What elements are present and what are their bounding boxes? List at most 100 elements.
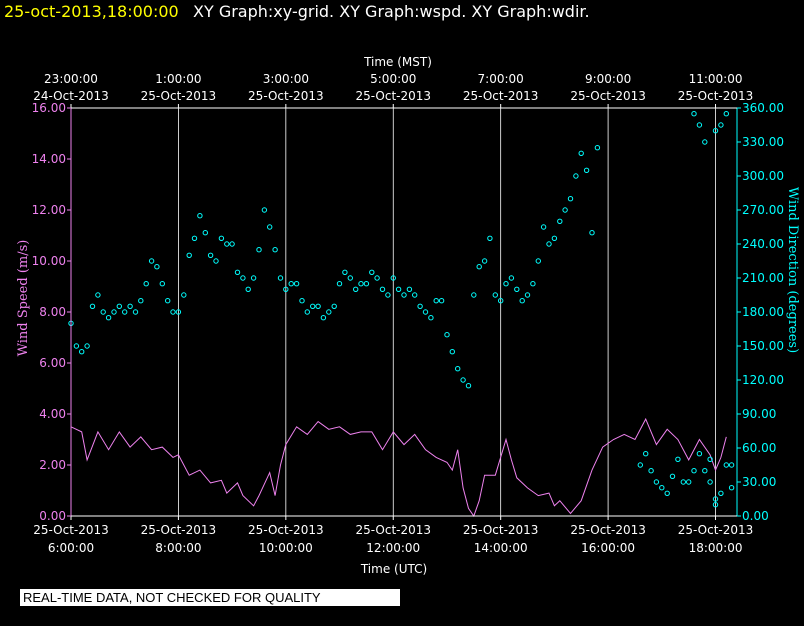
wind-direction-point	[546, 241, 552, 247]
wind-direction-point	[702, 139, 708, 145]
wind-direction-point	[336, 281, 343, 287]
wind-direction-point	[712, 502, 719, 508]
wind-direction-point	[449, 349, 455, 355]
top-tick-date: 24-Oct-2013	[33, 89, 109, 103]
bottom-tick-time: 8:00:00	[155, 541, 201, 555]
right-tick-label: 150.00	[742, 339, 784, 353]
wind-direction-point	[728, 485, 735, 491]
wind-direction-point	[170, 309, 176, 315]
wind-direction-point	[320, 315, 327, 321]
wind-direction-point	[417, 303, 423, 309]
wind-direction-point	[659, 485, 665, 491]
top-tick-time: 3:00:00	[263, 72, 309, 86]
left-axis-title: Wind Speed (m/s)	[16, 240, 31, 357]
wind-direction-point	[293, 281, 300, 287]
wind-direction-point	[207, 252, 214, 259]
bottom-tick-time: 6:00:00	[48, 541, 94, 555]
right-tick-label: 0.00	[742, 509, 769, 523]
left-tick-label: 0.00	[39, 509, 66, 523]
wind-direction-point	[379, 286, 386, 292]
wind-direction-point	[535, 258, 541, 264]
wind-direction-point	[728, 462, 735, 468]
wind-direction-point	[261, 207, 268, 213]
wind-direction-point	[299, 298, 305, 304]
wind-direction-point	[218, 235, 225, 242]
top-tick-time: 1:00:00	[155, 72, 201, 86]
top-tick-time: 9:00:00	[585, 72, 631, 86]
bottom-tick-date: 25-Oct-2013	[141, 523, 217, 537]
quality-notice: REAL-TIME DATA, NOT CHECKED FOR QUALITY	[20, 589, 400, 606]
wind-direction-point	[401, 292, 407, 298]
wind-direction-point	[304, 309, 310, 315]
left-tick-label: 10.00	[32, 254, 66, 268]
wind-direction-point	[315, 303, 321, 309]
right-tick-label: 120.00	[742, 373, 784, 387]
bottom-tick-date: 25-Oct-2013	[570, 523, 646, 537]
wind-direction-point	[680, 479, 686, 485]
wind-direction-point	[481, 258, 488, 264]
wind-direction-point	[165, 298, 171, 304]
wind-direction-point	[412, 292, 418, 298]
wind-direction-point	[589, 230, 595, 236]
bottom-tick-time: 16:00:00	[581, 541, 635, 555]
wind-direction-point	[363, 281, 370, 287]
wind-direction-point	[653, 479, 660, 485]
wind-direction-point	[707, 479, 713, 485]
wind-direction-point	[310, 303, 316, 309]
wind-direction-point	[326, 309, 332, 315]
wind-direction-point	[406, 286, 413, 292]
wind-direction-point	[712, 496, 719, 502]
wind-direction-point	[186, 252, 192, 259]
wind-direction-point	[272, 247, 278, 253]
wind-direction-point	[202, 230, 209, 236]
wind-direction-point	[696, 122, 703, 128]
top-axis-title: Time (MST)	[363, 55, 432, 69]
wind-direction-point	[519, 298, 525, 304]
top-tick-time: 23:00:00	[44, 72, 98, 86]
wind-direction-point	[95, 292, 101, 298]
top-tick-date: 25-Oct-2013	[463, 89, 539, 103]
right-tick-label: 210.00	[742, 271, 784, 285]
bottom-tick-date: 25-Oct-2013	[33, 523, 109, 537]
bottom-axis-title: Time (UTC)	[360, 562, 427, 576]
wind-direction-point	[213, 258, 219, 264]
wind-direction-point	[369, 269, 375, 275]
wind-direction-point	[132, 309, 139, 315]
wind-direction-point	[288, 281, 294, 287]
wind-direction-point	[508, 275, 515, 281]
wind-direction-point	[229, 241, 235, 247]
wind-direction-point	[175, 309, 182, 315]
wind-direction-point	[148, 258, 155, 264]
right-tick-label: 240.00	[742, 237, 784, 251]
top-tick-time: 7:00:00	[478, 72, 524, 86]
bottom-tick-date: 25-Oct-2013	[678, 523, 754, 537]
wind-direction-point	[465, 383, 472, 389]
right-tick-label: 60.00	[742, 441, 776, 455]
wind-direction-point	[578, 150, 584, 157]
wind-speed-line	[70, 417, 727, 518]
wind-direction-point	[347, 275, 353, 281]
right-tick-label: 180.00	[742, 305, 784, 319]
top-tick-date: 25-Oct-2013	[570, 89, 646, 103]
right-axis-title: Wind Direction (degrees)	[785, 187, 800, 353]
wind-direction-point	[476, 264, 482, 270]
left-tick-label: 8.00	[39, 305, 66, 319]
tick-labels: 23:00:00 24-Oct-2013 1:00:00 25-Oct-2013 3:0…	[32, 72, 784, 555]
wind-direction-point	[567, 196, 574, 202]
top-tick-date: 25-Oct-2013	[248, 89, 324, 103]
wind-direction-point	[643, 451, 649, 457]
wind-direction-point	[154, 264, 160, 270]
wind-direction-point	[498, 298, 504, 304]
left-tick-label: 16.00	[32, 101, 66, 115]
wind-direction-point	[718, 490, 724, 496]
wind-direction-point	[530, 281, 536, 287]
wind-direction-point	[562, 207, 568, 213]
wind-direction-point	[422, 309, 429, 315]
right-tick-label: 360.00	[742, 101, 784, 115]
header-timestamp: 25-oct-2013,18:00:00	[4, 2, 179, 21]
wind-direction-point	[385, 292, 391, 298]
wind-direction-point	[723, 111, 729, 117]
wind-direction-point	[224, 241, 230, 247]
wind-direction-point	[707, 456, 713, 462]
wind-direction-point	[277, 275, 284, 281]
